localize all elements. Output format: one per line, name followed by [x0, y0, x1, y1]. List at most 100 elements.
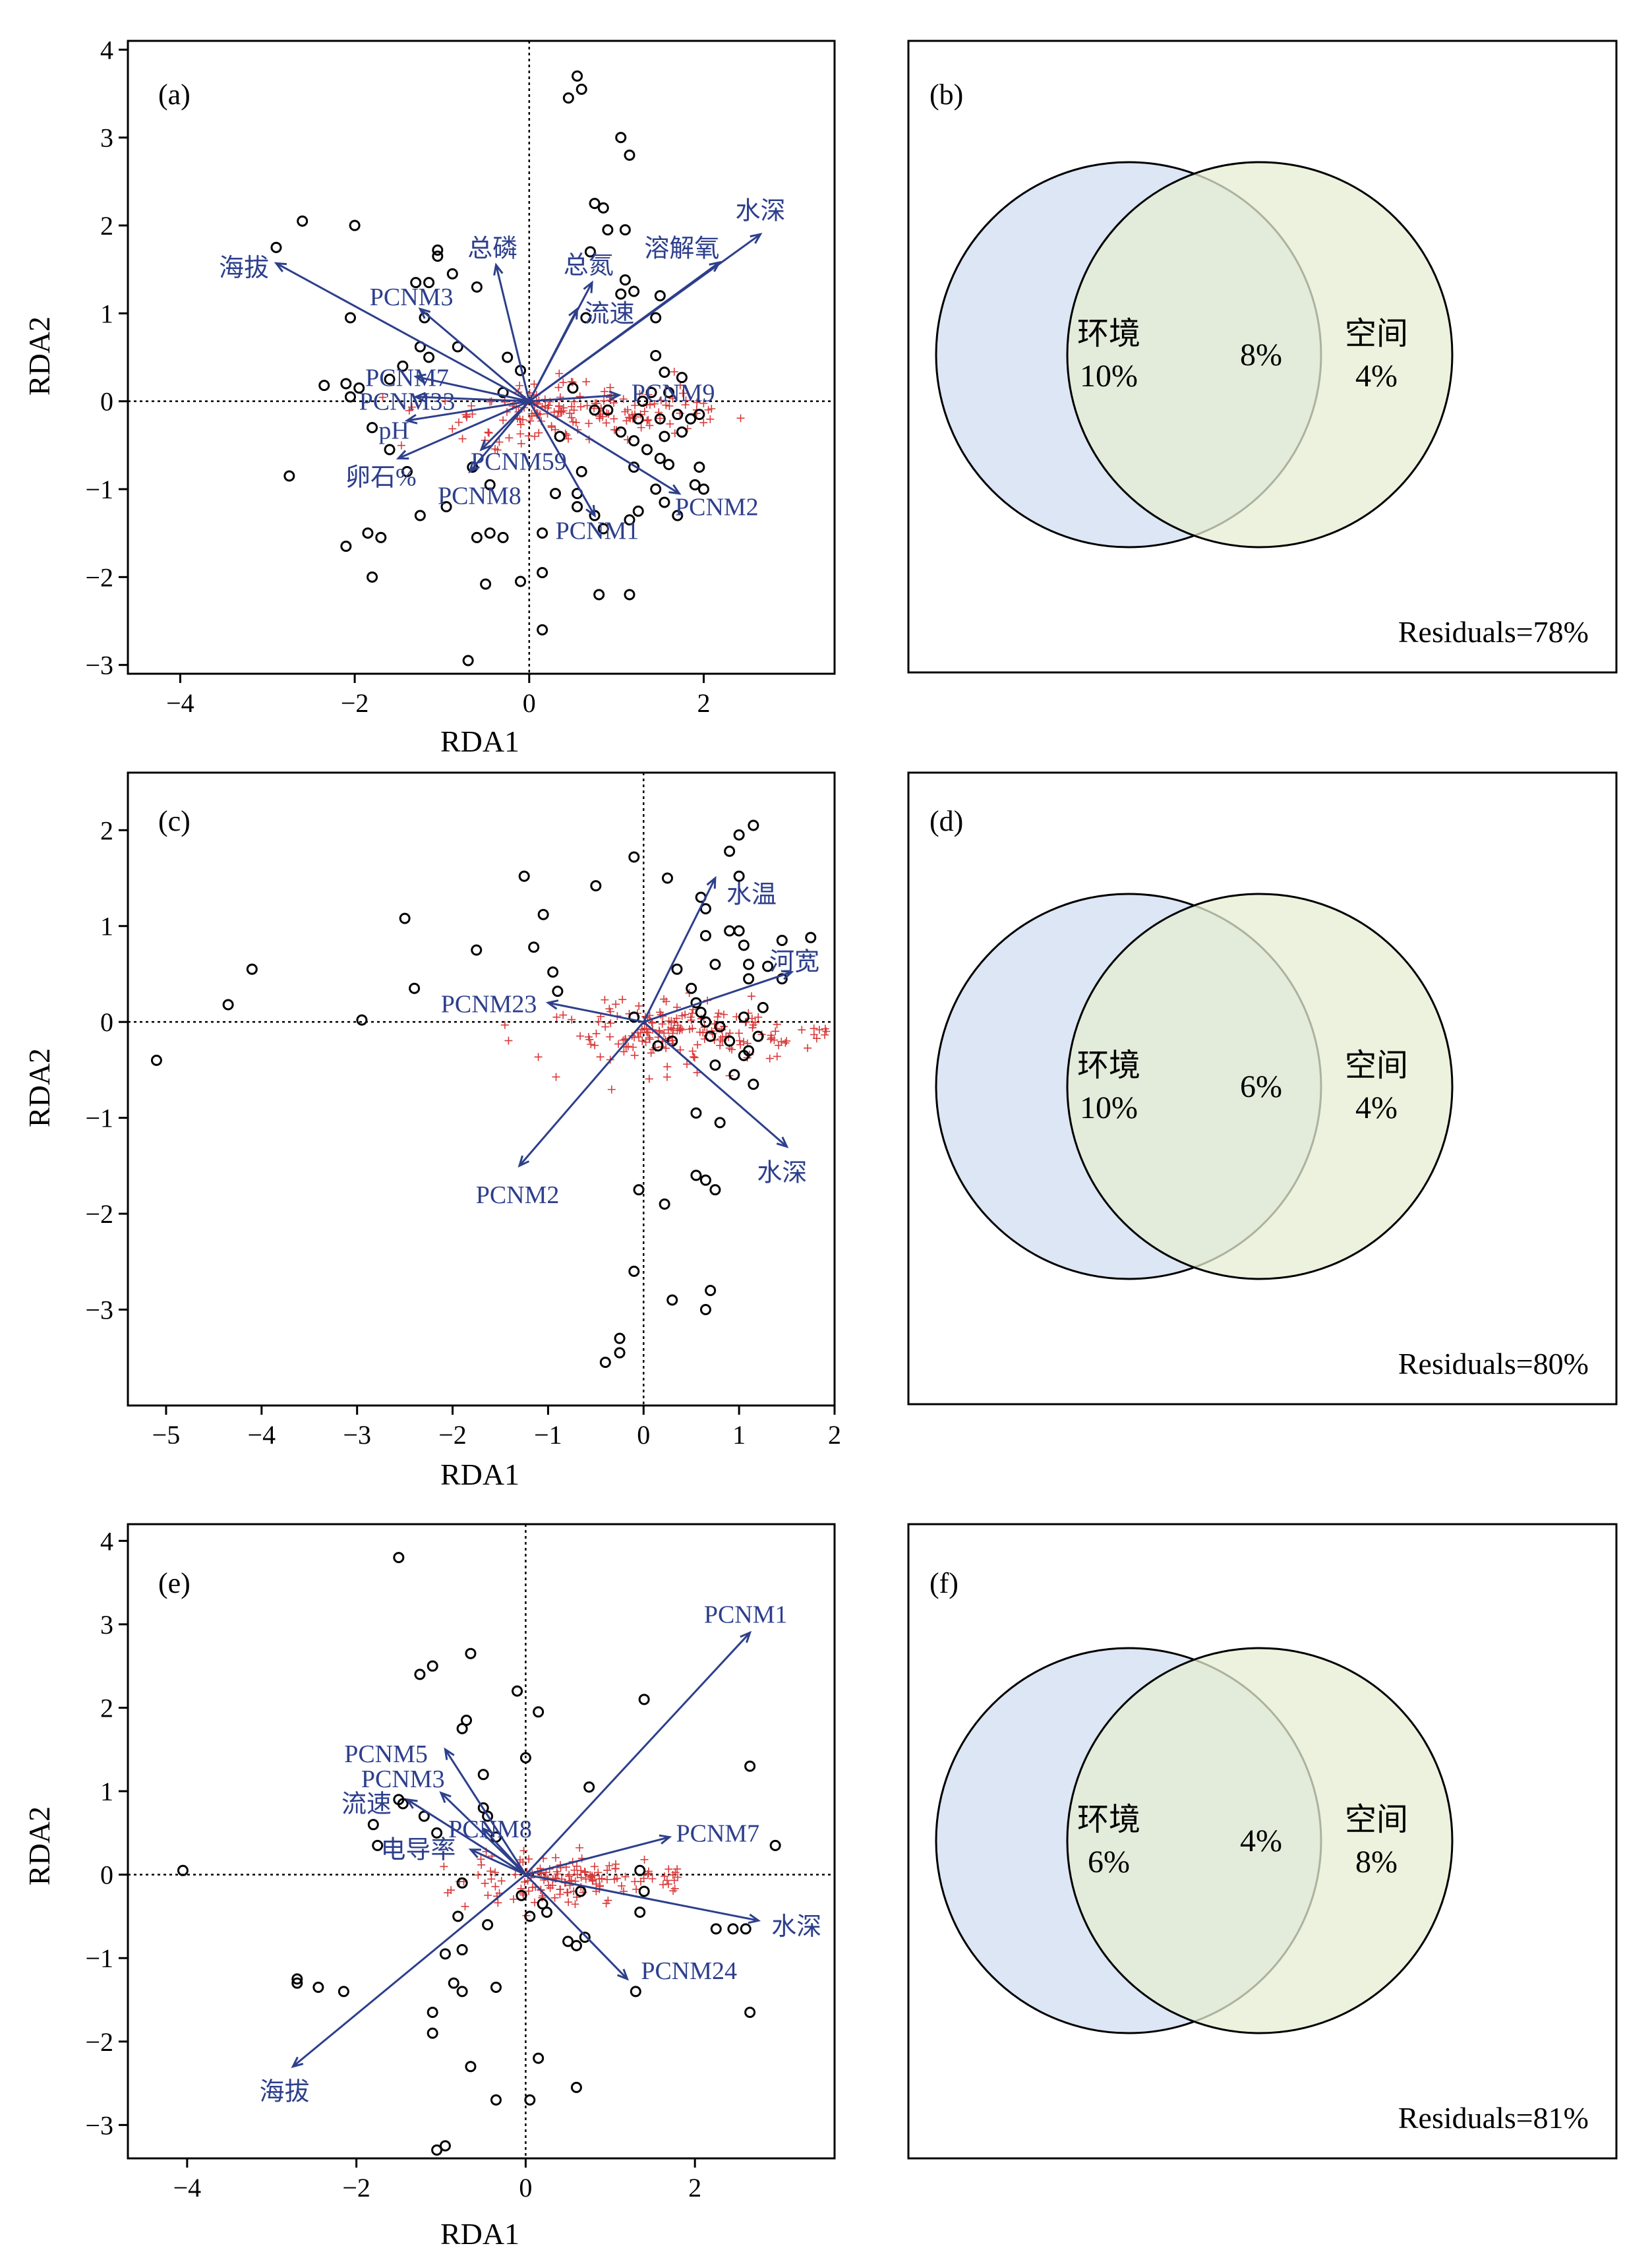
- site-point: [589, 404, 601, 416]
- species-point: [378, 393, 387, 401]
- site-point: [752, 1030, 764, 1042]
- species-point: [592, 1029, 601, 1038]
- y-tick-label: −1: [85, 1943, 113, 1973]
- arrow-head: [617, 1969, 630, 1981]
- species-point: [605, 1862, 614, 1870]
- site-point: [399, 912, 411, 924]
- species-point: [500, 1021, 509, 1029]
- site-point: [537, 624, 548, 636]
- site-point: [409, 982, 421, 994]
- species-point: [648, 1874, 657, 1883]
- species-point: [555, 369, 564, 378]
- arrow-label: PCNM7: [676, 1820, 759, 1847]
- species-point: [576, 402, 585, 411]
- species-point: [497, 1877, 506, 1885]
- x-axis-label: RDA1: [440, 1458, 519, 1491]
- species-point: [637, 423, 645, 432]
- environment-value: 10%: [1080, 359, 1138, 394]
- x-tick-label: −3: [343, 1420, 371, 1450]
- species-point: [662, 1044, 670, 1053]
- venn-panel-b: (b) 环境 10% 8% 空间 4% Residuals=78%: [907, 40, 1618, 674]
- species-point: [754, 1013, 763, 1021]
- site-point: [562, 92, 574, 104]
- species-point: [511, 1870, 519, 1879]
- x-tick-label: 0: [519, 2173, 532, 2203]
- site-point: [685, 413, 697, 425]
- y-tick-label: −3: [85, 651, 113, 680]
- species-point: [491, 1868, 500, 1877]
- site-point: [431, 2144, 443, 2156]
- arrow-水温: 水温: [642, 875, 777, 1022]
- species-point: [610, 1875, 619, 1883]
- site-point: [666, 1294, 678, 1306]
- species-point: [592, 1880, 601, 1888]
- species-point: [798, 1026, 806, 1034]
- species-point: [665, 401, 674, 410]
- panel-label: (e): [158, 1567, 191, 1599]
- site-point: [432, 251, 444, 262]
- site-point: [150, 1054, 162, 1066]
- arrow-head: [413, 392, 427, 403]
- species-point: [713, 1013, 722, 1021]
- species-point: [770, 1036, 779, 1044]
- panel-label: (b): [929, 78, 963, 111]
- site-point: [634, 1907, 646, 1918]
- y-axis-label: RDA2: [22, 1806, 56, 1885]
- x-tick-label: 0: [523, 688, 536, 718]
- species-point: [656, 414, 664, 423]
- species-point: [607, 1085, 616, 1094]
- species-point: [605, 1005, 614, 1013]
- species-point: [645, 401, 654, 409]
- site-point: [414, 510, 426, 521]
- species-point: [552, 1013, 561, 1021]
- species-point: [645, 421, 654, 430]
- arrow-shaft: [483, 1827, 527, 1876]
- site-point: [628, 1265, 640, 1277]
- arrow-label: PCNM3: [361, 1765, 445, 1793]
- site-point: [690, 1107, 702, 1119]
- species-point: [568, 413, 576, 422]
- species-point: [405, 406, 413, 415]
- site-point: [393, 1552, 405, 1564]
- site-point: [344, 391, 356, 403]
- site-point: [650, 312, 662, 324]
- arrow-label: 总磷: [467, 235, 517, 263]
- site-point: [549, 488, 561, 500]
- arrow-shaft: [528, 308, 578, 402]
- arrow-label: PCNM2: [476, 1181, 560, 1209]
- site-point: [537, 1898, 548, 1910]
- arrow-PCNM2: PCNM2: [476, 1021, 645, 1209]
- species-point: [655, 1026, 663, 1035]
- species-cloud: [378, 367, 745, 454]
- species-point: [773, 1052, 781, 1061]
- species-point: [632, 1885, 641, 1893]
- site-point: [432, 244, 444, 256]
- site-point: [624, 514, 635, 526]
- site-point: [638, 1885, 650, 1897]
- site-point: [427, 1660, 438, 1672]
- panel-label: (a): [158, 78, 191, 111]
- site-point: [312, 1982, 324, 1994]
- y-tick-label: 3: [100, 1610, 113, 1640]
- species-point: [709, 1030, 717, 1038]
- site-point: [456, 1723, 468, 1734]
- sites: [177, 1552, 781, 2156]
- overlap-value: 4%: [1240, 1823, 1282, 1858]
- site-point: [570, 1939, 582, 1951]
- arrow-海拔: 海拔: [219, 254, 530, 402]
- site-point: [619, 224, 631, 236]
- site-point: [575, 465, 587, 477]
- species-point: [517, 439, 525, 448]
- species-point: [524, 432, 533, 440]
- site-point: [246, 963, 258, 975]
- site-point: [291, 1973, 303, 1985]
- species-point: [606, 383, 614, 392]
- species-point: [663, 1073, 671, 1081]
- arrow-PCNM2: PCNM2: [529, 400, 759, 521]
- species-point: [558, 408, 566, 417]
- species-point: [622, 417, 631, 425]
- species-point: [538, 1893, 546, 1902]
- species-point: [505, 434, 514, 442]
- species-point: [735, 1036, 744, 1045]
